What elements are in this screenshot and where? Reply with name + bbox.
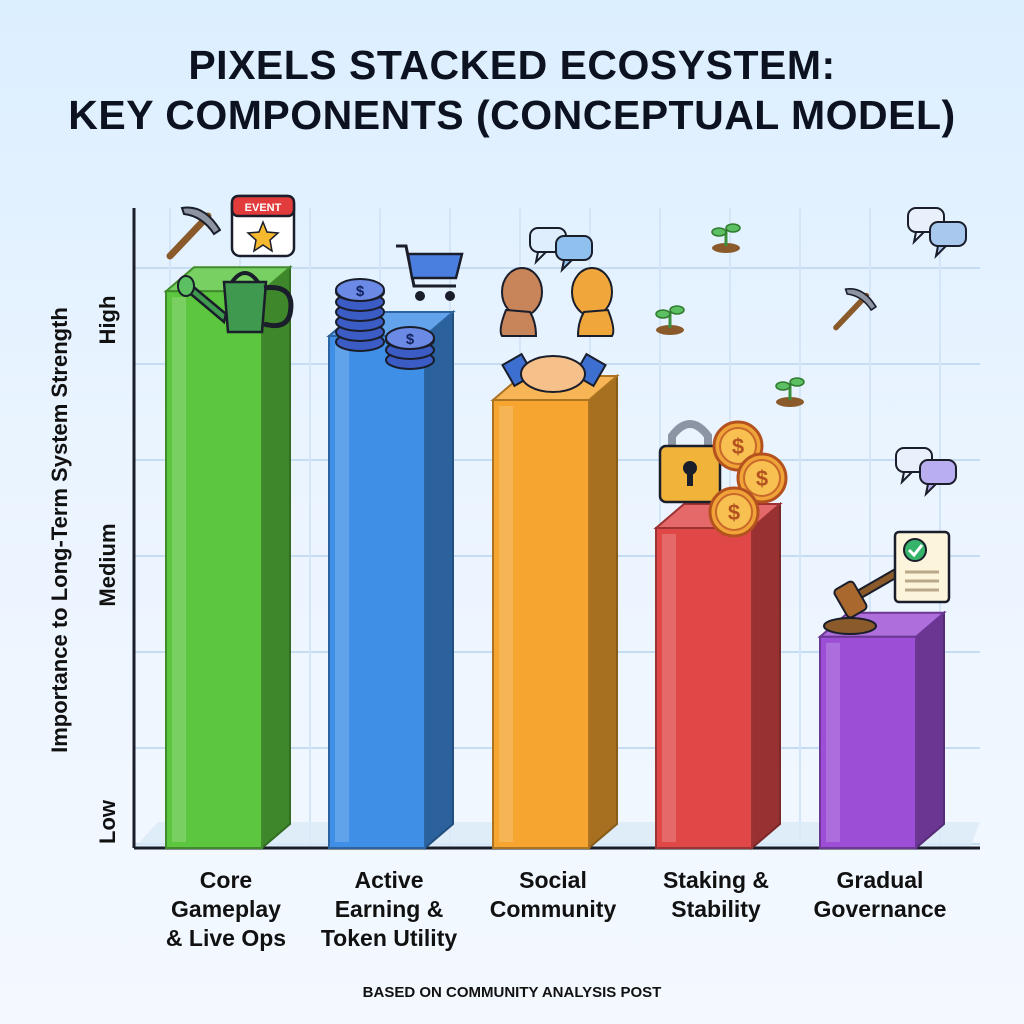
calendar-label: EVENT bbox=[245, 202, 282, 214]
chart-title: PIXELS STACKED ECOSYSTEM: KEY COMPONENTS… bbox=[0, 40, 1024, 140]
y-tick-high: High bbox=[95, 295, 120, 345]
gavel-base-icon bbox=[823, 617, 877, 635]
bar-highlight bbox=[826, 642, 840, 842]
bar-highlight bbox=[499, 406, 513, 842]
shopping-cart-icon bbox=[396, 244, 464, 301]
bar bbox=[817, 610, 947, 851]
chart-title-line-1: PIXELS STACKED ECOSYSTEM: bbox=[188, 42, 836, 88]
watering-can-icon bbox=[177, 271, 294, 334]
x-category-label: Gradual Governance bbox=[813, 867, 947, 922]
svg-text:$: $ bbox=[406, 331, 415, 348]
bar-front bbox=[492, 399, 590, 849]
bar-highlight bbox=[662, 534, 676, 842]
bar-front bbox=[328, 335, 426, 849]
bar-front bbox=[165, 290, 263, 849]
sprout-icon bbox=[655, 305, 685, 335]
bar-highlight bbox=[172, 297, 186, 842]
document-check-icon bbox=[893, 530, 951, 604]
people-icon bbox=[499, 267, 615, 337]
svg-text:$: $ bbox=[728, 500, 740, 525]
bar bbox=[490, 373, 620, 851]
bar bbox=[163, 265, 293, 851]
x-category-label: Active Earning & Token Utility bbox=[320, 867, 458, 951]
sprout-icon bbox=[775, 377, 805, 407]
chat-bubble-icon bbox=[919, 459, 957, 498]
x-category-label: Staking & Stability bbox=[662, 867, 770, 922]
pickaxe-icon bbox=[833, 287, 878, 331]
bar-side bbox=[588, 373, 618, 851]
source-footer: BASED ON COMMUNITY ANALYSIS POST bbox=[362, 984, 662, 1001]
chat-bubble-icon bbox=[929, 221, 967, 260]
y-tick-low: Low bbox=[95, 800, 120, 844]
y-axis-label: Importance to Long-Term System Strength bbox=[47, 307, 72, 753]
bar-side bbox=[261, 265, 291, 851]
dollar-coin-icon: $ bbox=[736, 452, 788, 504]
bar-side bbox=[915, 610, 945, 851]
bar bbox=[326, 309, 456, 851]
x-category-label: Social Community bbox=[489, 867, 617, 922]
bar-highlight bbox=[335, 342, 349, 842]
svg-text:$: $ bbox=[356, 283, 365, 300]
svg-text:$: $ bbox=[756, 466, 768, 491]
coin-stack-icon: $ bbox=[385, 326, 435, 370]
bar bbox=[653, 501, 783, 851]
pickaxe-icon bbox=[166, 206, 222, 260]
dollar-coin-icon: $ bbox=[708, 486, 760, 538]
coin-stack-icon: $ bbox=[335, 278, 385, 352]
y-tick-medium: Medium bbox=[95, 523, 120, 607]
chart-title-line-2: KEY COMPONENTS (CONCEPTUAL MODEL) bbox=[68, 92, 956, 138]
bar-front bbox=[819, 635, 917, 849]
sprout-icon bbox=[711, 223, 741, 253]
bar-side bbox=[424, 309, 454, 851]
x-category-label: Core Gameplay & Live Ops bbox=[165, 867, 287, 951]
handshake-icon bbox=[501, 352, 607, 393]
svg-text:$: $ bbox=[732, 434, 744, 459]
padlock-icon bbox=[658, 420, 722, 504]
chat-bubble-icon bbox=[555, 235, 593, 274]
calendar-event-icon: EVENT bbox=[230, 194, 296, 258]
bar-side bbox=[751, 501, 781, 851]
bar-front bbox=[655, 527, 753, 849]
